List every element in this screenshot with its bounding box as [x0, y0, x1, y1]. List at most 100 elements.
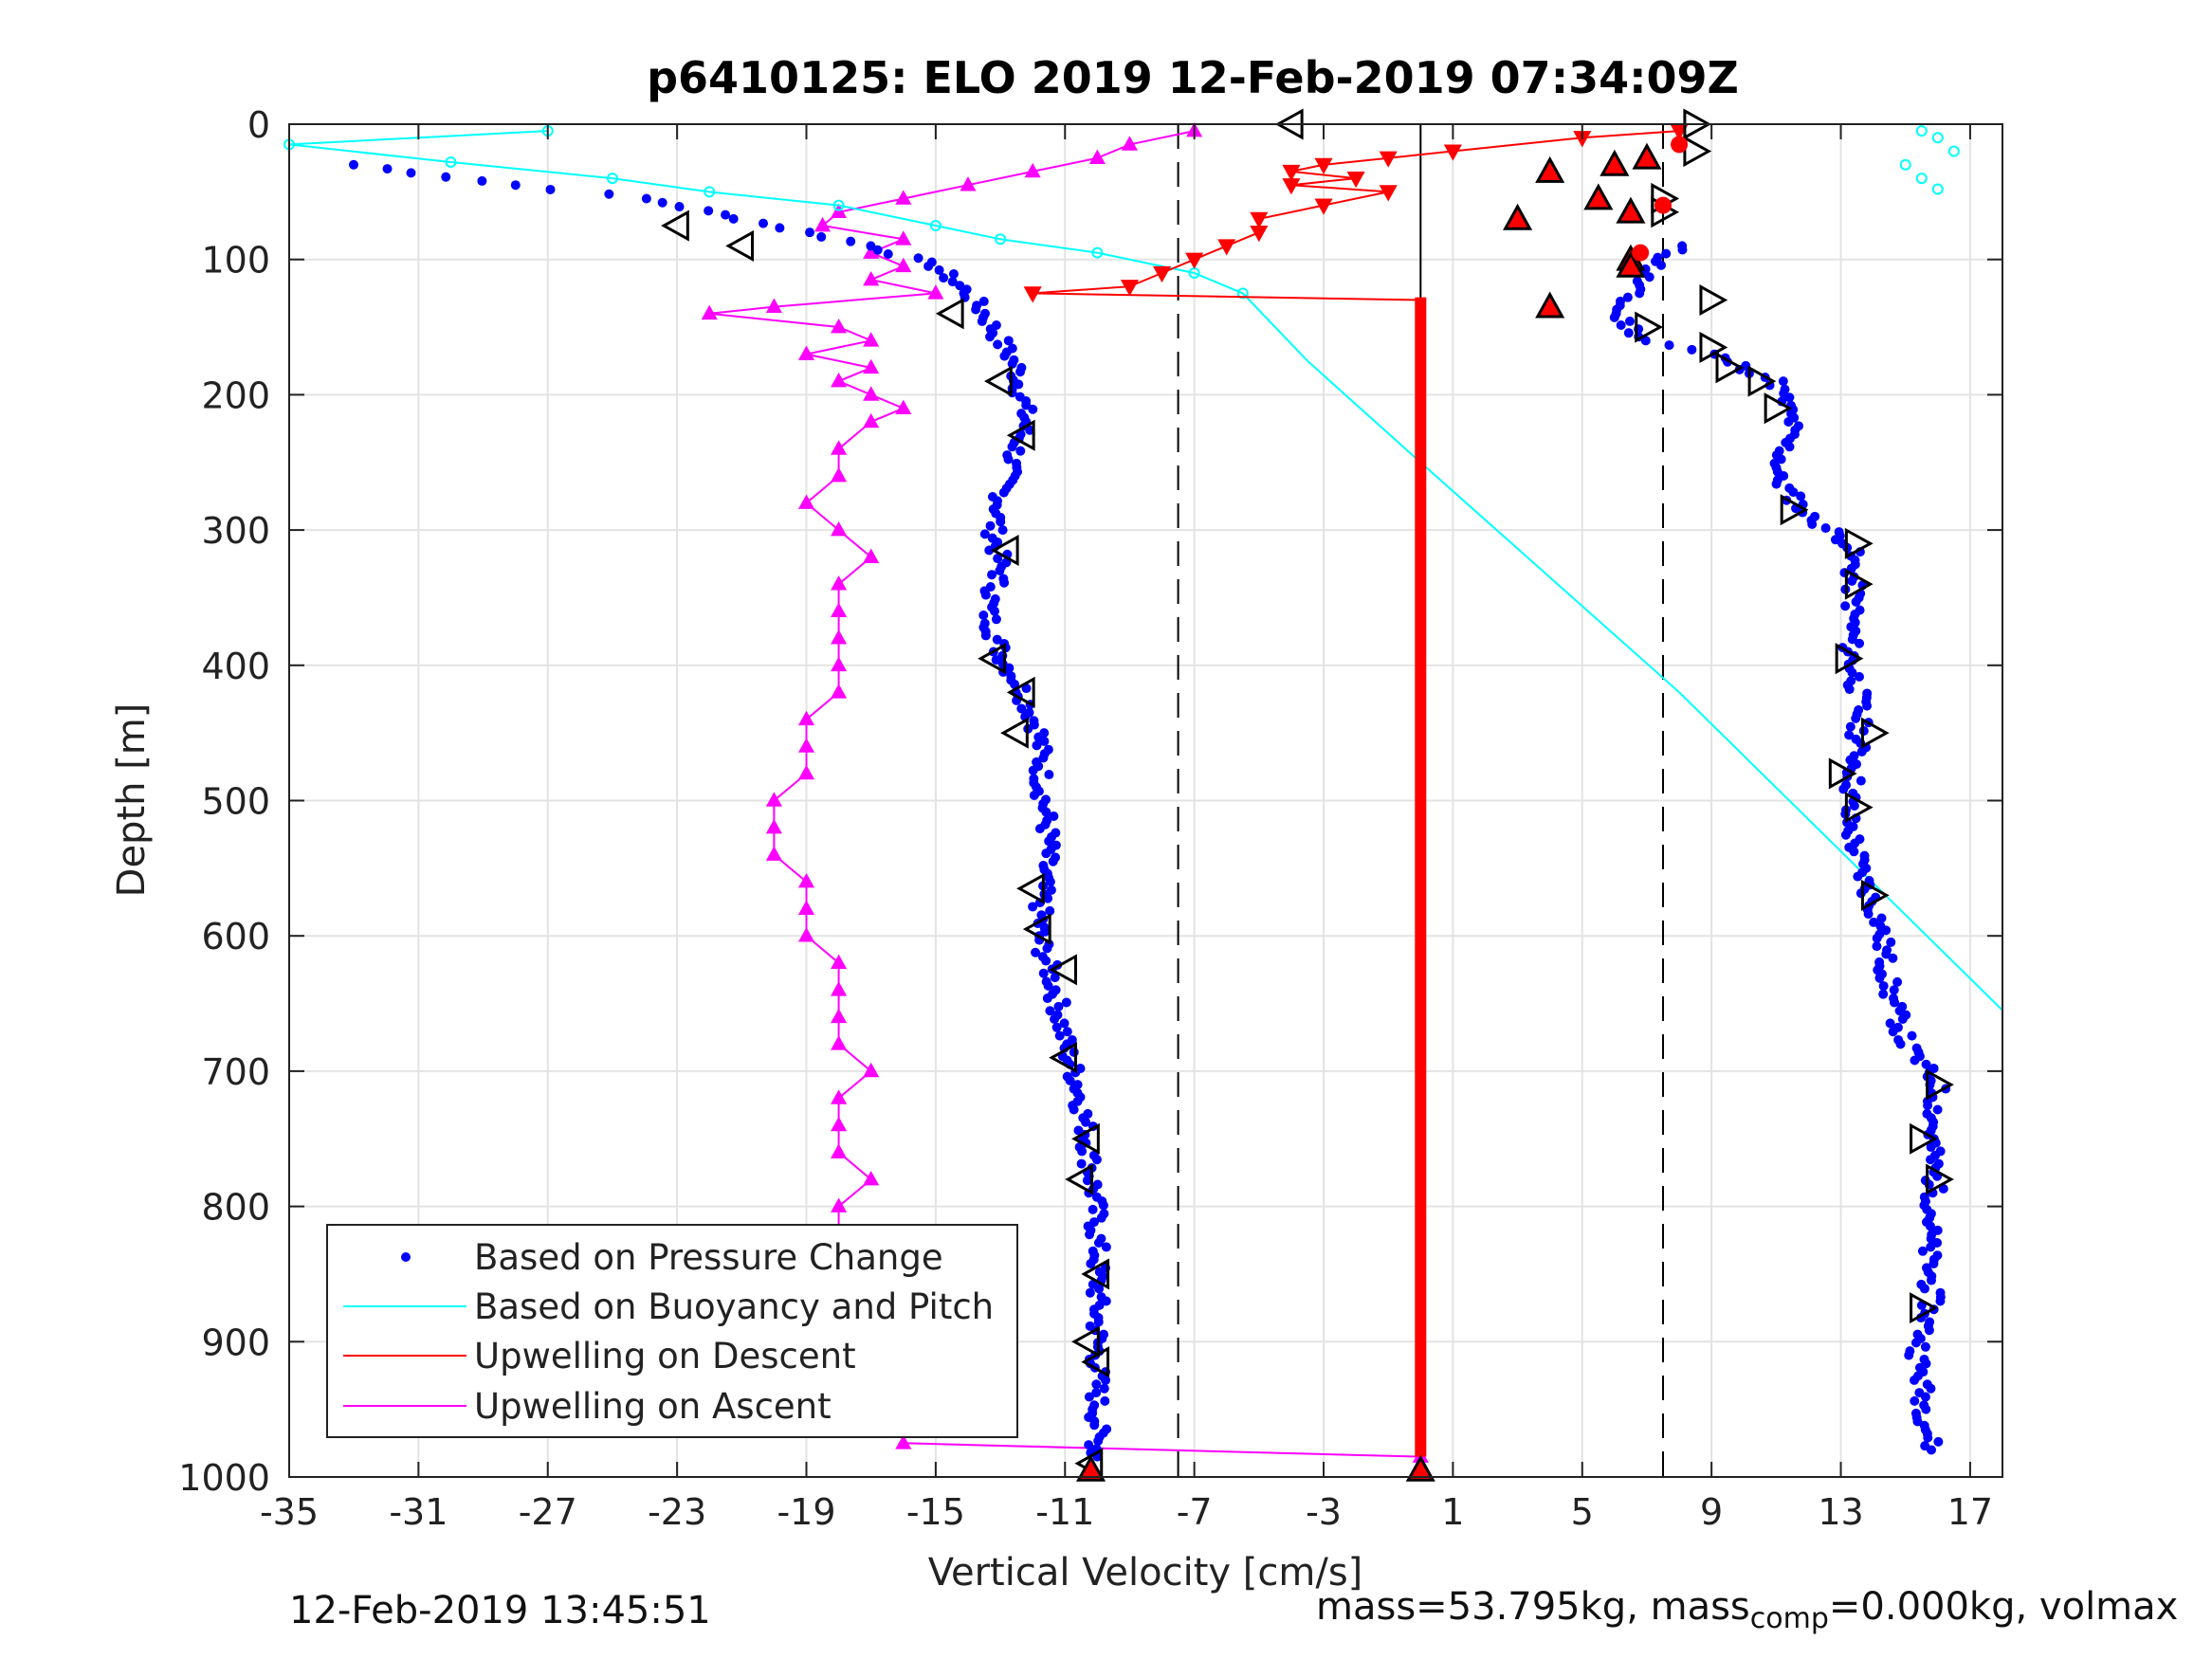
- pressure-descent-dot-149: [1044, 770, 1054, 780]
- pressure-descent-dot-204: [1061, 997, 1071, 1008]
- red-circle-marker-0: [1671, 136, 1689, 154]
- pressure-descent-dot-276: [1101, 1296, 1111, 1306]
- descent-upwelling-point-3: [1379, 151, 1398, 168]
- pressure-descent-dot-38: [977, 316, 987, 326]
- pressure-ascent-dot-248: [1929, 1258, 1939, 1268]
- legend-label-buoyancy: Based on Buoyancy and Pitch: [474, 1286, 994, 1327]
- ascent-upwelling-point-47: [831, 1089, 848, 1104]
- pressure-descent-dot-297: [1099, 1383, 1109, 1394]
- ascent-upwelling-point-48: [831, 1116, 848, 1132]
- ascent-upwelling-point-10: [895, 257, 912, 273]
- pressure-descent-dot-9: [657, 197, 667, 208]
- pressure-ascent-dot-283: [1921, 1404, 1931, 1414]
- ascent-marker-triangle-8: [1747, 365, 1777, 397]
- x-tick-label-10: 5: [1571, 1491, 1594, 1533]
- ascent-upwelling-point-24: [831, 466, 848, 483]
- ascent-upwelling-point-43: [831, 981, 848, 996]
- pressure-descent-dot-208: [1050, 1014, 1060, 1025]
- buoyancy-surface-point-4: [1915, 173, 1928, 185]
- pressure-descent-dot-296: [1091, 1379, 1102, 1390]
- ascent-upwelling-point-8: [895, 230, 912, 246]
- pressure-descent-dot-100: [987, 570, 997, 580]
- pressure-descent-dot-197: [1038, 968, 1049, 978]
- x-tick-label-0: -35: [260, 1491, 319, 1533]
- pressure-descent-dot-28: [947, 277, 958, 287]
- footer-timestamp: 12-Feb-2019 13:45:51: [289, 1589, 711, 1632]
- y-tick-label-0: 0: [247, 104, 270, 146]
- descent-marker-triangle-6: [990, 534, 1019, 567]
- descent-upwelling-line: [1033, 130, 1680, 301]
- descent-upwelling-point-11: [1250, 226, 1269, 243]
- pressure-descent-dot-29: [955, 281, 965, 291]
- y-tick-label-7: 700: [201, 1051, 270, 1093]
- pressure-descent-dot-243: [1076, 1158, 1087, 1169]
- pressure-ascent-dot-61: [1788, 487, 1799, 498]
- pressure-descent-dot-182: [1045, 905, 1055, 916]
- pressure-ascent-dot-133: [1838, 784, 1849, 794]
- ascent-marker-triangle-10: [1780, 494, 1809, 526]
- pressure-ascent-dot-252: [1927, 1275, 1937, 1285]
- pressure-descent-dot-94: [984, 545, 995, 556]
- pressure-descent-dot-65: [1025, 425, 1035, 435]
- ascent-upwelling-point-40: [797, 900, 815, 915]
- pressure-descent-dot-7: [604, 189, 614, 199]
- pressure-ascent-dot-257: [1935, 1296, 1946, 1306]
- descent-marker-triangle-13: [1049, 1042, 1077, 1074]
- pressure-descent-dot-96: [993, 554, 1003, 564]
- descent-marker-triangle-8: [1006, 676, 1035, 708]
- x-tick-label-2: -27: [519, 1491, 577, 1533]
- pressure-ascent-dot-20: [1616, 320, 1626, 331]
- ascent-upwelling-point-50: [863, 1170, 880, 1186]
- pressure-ascent-dot-185: [1890, 997, 1900, 1008]
- pressure-descent-dot-72: [1003, 454, 1014, 465]
- ascent-upwelling-point-3: [1024, 162, 1041, 178]
- buoyancy-surface-point-5: [1931, 183, 1944, 195]
- pressure-ascent-dot-120: [1844, 730, 1855, 740]
- pressure-descent-dot-300: [1100, 1395, 1110, 1406]
- descent-upwelling-point-9: [1314, 198, 1333, 215]
- legend-box: [326, 1224, 1018, 1438]
- pressure-ascent-dot-174: [1888, 953, 1898, 963]
- ascent-upwelling-point-14: [701, 304, 718, 320]
- pressure-descent-dot-25: [934, 264, 944, 275]
- pressure-ascent-dot-131: [1856, 775, 1866, 786]
- pressure-ascent-dot-267: [1910, 1338, 1921, 1348]
- red-circle-marker-1: [1654, 196, 1673, 214]
- pressure-descent-dot-116: [992, 634, 1002, 645]
- y-tick-label-8: 800: [201, 1187, 270, 1229]
- pressure-descent-dot-148: [1028, 765, 1038, 775]
- pressure-ascent-dot-88: [1851, 596, 1861, 607]
- descent-upwelling-point-13: [1185, 252, 1204, 269]
- pressure-descent-dot-49: [1007, 358, 1017, 369]
- pressure-ascent-dot-98: [1855, 638, 1865, 648]
- pressure-ascent-dot-239: [1925, 1221, 1935, 1231]
- pressure-ascent-dot-154: [1853, 871, 1863, 882]
- pressure-ascent-dot-264: [1924, 1325, 1934, 1336]
- pressure-descent-dot-192: [1031, 947, 1041, 957]
- footer-mass-sub: comp: [1749, 1602, 1829, 1635]
- pressure-descent-dot-162: [1034, 824, 1045, 834]
- pressure-descent-dot-223: [1065, 1075, 1075, 1085]
- pressure-ascent-dot-148: [1849, 847, 1859, 857]
- ascent-marker-triangle-7: [1715, 352, 1745, 384]
- buoyancy-pitch-point-8: [1091, 246, 1104, 259]
- y-tick-label-9: 900: [201, 1322, 270, 1363]
- buoyancy-pitch-point-6: [929, 220, 941, 232]
- pressure-descent-dot-281: [1093, 1317, 1104, 1327]
- pressure-descent-dot-242: [1091, 1155, 1102, 1165]
- pressure-descent-dot-295: [1101, 1375, 1111, 1385]
- ascent-marker-triangle-14: [1860, 717, 1890, 749]
- pressure-descent-dot-69: [1007, 442, 1017, 452]
- ascent-upwelling-point-21: [895, 399, 912, 414]
- pressure-descent-dot-233: [1081, 1117, 1091, 1127]
- pressure-descent-dot-165: [1044, 836, 1054, 847]
- pressure-ascent-dot-50: [1784, 442, 1795, 452]
- x-tick-label-9: 1: [1441, 1491, 1464, 1533]
- pressure-ascent-dot-2: [1661, 248, 1672, 259]
- descent-marker-triangle-18: [1081, 1346, 1110, 1378]
- pressure-ascent-dot-18: [1609, 312, 1619, 322]
- pressure-descent-dot-44: [993, 339, 1003, 350]
- buoyancy-pitch-line: [288, 130, 2003, 1012]
- pressure-ascent-dot-291: [1933, 1436, 1944, 1447]
- x-tick-label-6: -11: [1035, 1491, 1094, 1533]
